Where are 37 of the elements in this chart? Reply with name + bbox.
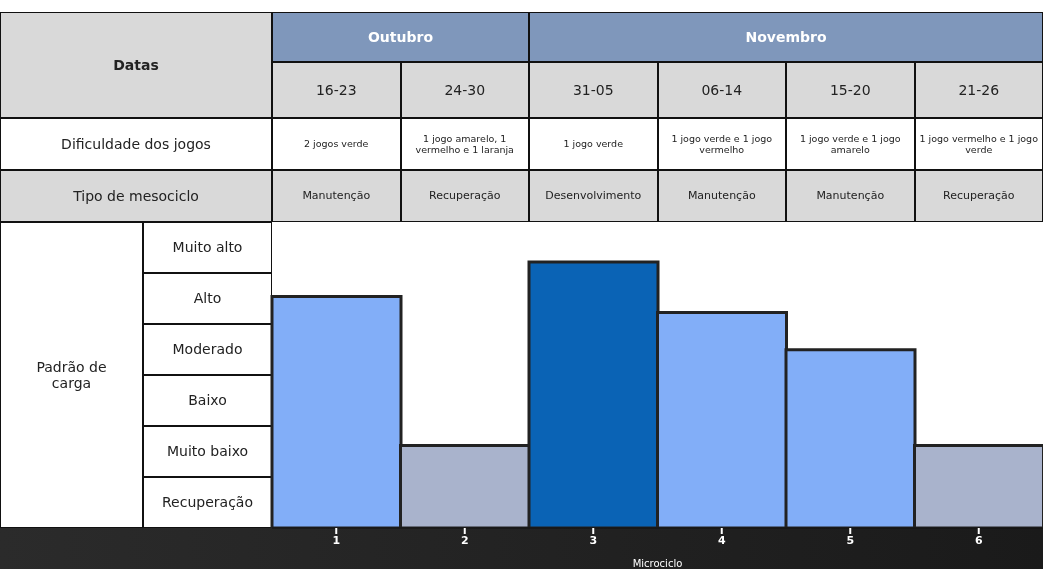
text: Recuperação [143, 477, 272, 528]
text: 31-05 [529, 62, 658, 118]
text: 1 jogo verde e 1 jogo vermelho [657, 118, 786, 170]
text: 1 jogo amarelo, 1 vermelho e 1 laranja [400, 118, 529, 170]
x-tick-label: 4 [717, 533, 726, 547]
text: Outubro [272, 12, 529, 62]
text: Tipo de mesociclo [0, 170, 272, 222]
text: Muito baixo [143, 426, 272, 477]
text: Moderado [143, 324, 272, 375]
text: 06-14 [657, 62, 786, 118]
text: Padrão de carga [0, 222, 143, 528]
text: Alto [143, 273, 272, 324]
x-axis-title: Microciclo [632, 558, 683, 569]
text: Recuperação [914, 170, 1043, 222]
text: 1 jogo verde e 1 jogo amarelo [786, 118, 915, 170]
text: Manutenção [272, 170, 401, 222]
x-tick-label: 6 [974, 533, 983, 547]
x-tick-label: 1 [332, 533, 341, 547]
text: Desenvolvimento [529, 170, 658, 222]
text: Recuperação [400, 170, 529, 222]
x-tick-label: 5 [846, 533, 855, 547]
text: Baixo [143, 375, 272, 426]
text: 16-23 [272, 62, 401, 118]
text: 24-30 [400, 62, 529, 118]
text: 1 jogo vermelho e 1 jogo verde [914, 118, 1043, 170]
text: 1 jogo verde [529, 118, 658, 170]
x-tick-label: 2 [460, 533, 469, 547]
text: Novembro [529, 12, 1043, 62]
text: 15-20 [786, 62, 915, 118]
text: Manutenção [657, 170, 786, 222]
text: Manutenção [786, 170, 915, 222]
text: Muito alto [143, 222, 272, 273]
text: Datas [0, 12, 272, 118]
text: Dificuldade dos jogos [0, 118, 272, 170]
text: 2 jogos verde [272, 118, 401, 170]
text: 21-26 [914, 62, 1043, 118]
x-tick-label: 3 [589, 533, 598, 547]
